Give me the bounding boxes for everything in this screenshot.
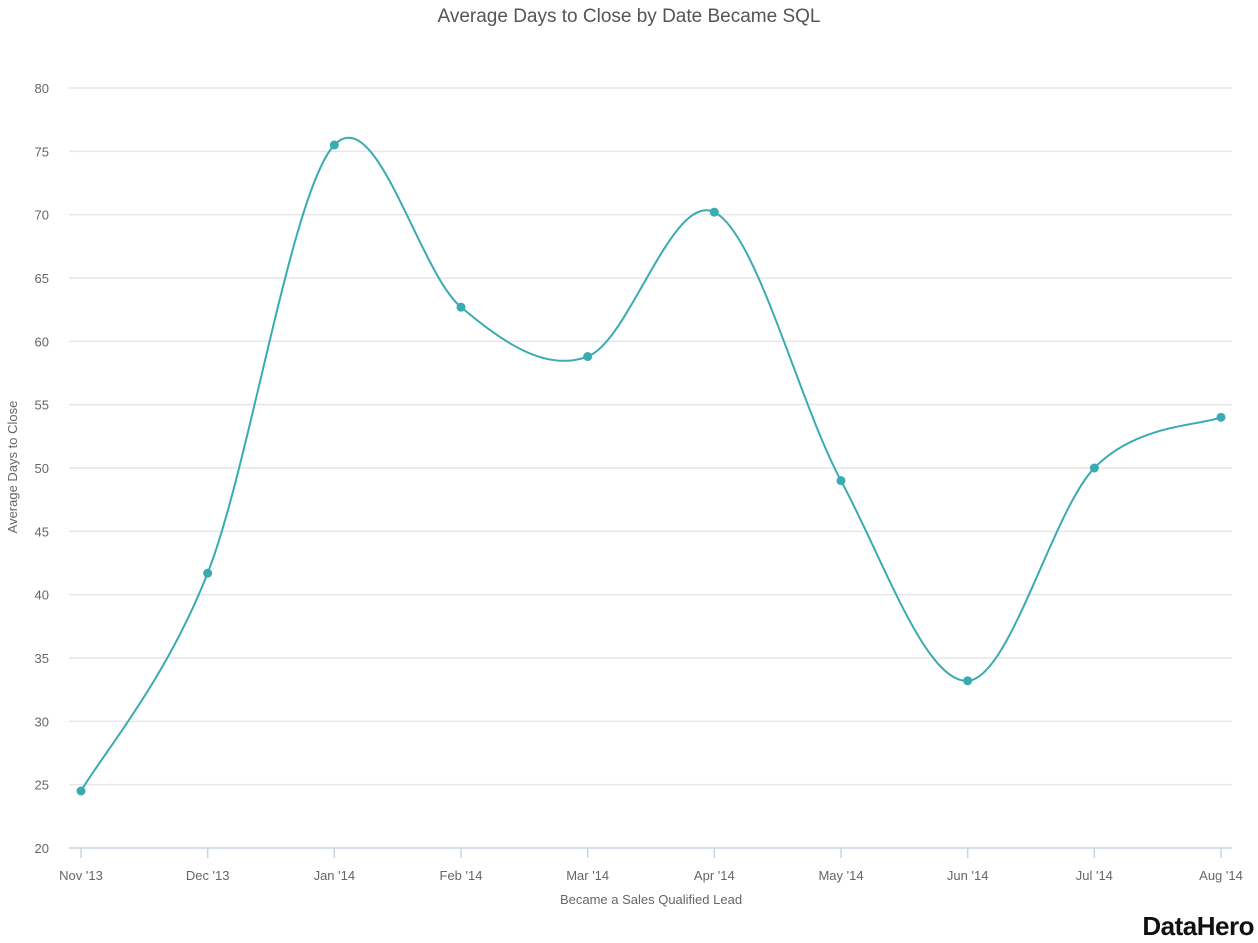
data-point[interactable]	[1216, 412, 1226, 422]
y-tick-label: 40	[35, 588, 49, 603]
data-point[interactable]	[76, 786, 86, 796]
y-tick-label: 20	[35, 841, 49, 856]
data-point[interactable]	[836, 476, 846, 486]
y-axis-title: Average Days to Close	[5, 401, 20, 534]
y-tick-label: 65	[35, 271, 49, 286]
y-tick-label: 30	[35, 714, 49, 729]
x-tick-label: Jun '14	[947, 868, 989, 883]
data-point[interactable]	[583, 352, 593, 362]
y-tick-label: 80	[35, 81, 49, 96]
x-tick-label: May '14	[818, 868, 863, 883]
x-tick-label: Jan '14	[314, 868, 356, 883]
x-axis-title: Became a Sales Qualified Lead	[560, 892, 742, 907]
y-tick-label: 50	[35, 461, 49, 476]
y-tick-label: 55	[35, 398, 49, 413]
y-tick-label: 70	[35, 208, 49, 223]
chart-title: Average Days to Close by Date Became SQL	[437, 6, 820, 27]
data-point[interactable]	[329, 140, 339, 150]
y-tick-label: 75	[35, 144, 49, 159]
x-tick-label: Nov '13	[59, 868, 103, 883]
x-tick-label: Jul '14	[1076, 868, 1113, 883]
x-axis-ticks: Nov '13 Dec '13 Jan '14 Feb '14 Mar '14 Apr '…	[59, 848, 1243, 883]
data-point[interactable]	[709, 207, 719, 217]
y-tick-label: 25	[35, 778, 49, 793]
x-tick-label: Mar '14	[566, 868, 609, 883]
y-tick-label: 45	[35, 524, 49, 539]
data-point[interactable]	[1089, 463, 1099, 473]
series-group	[76, 136, 1226, 796]
x-tick-label: Dec '13	[186, 868, 230, 883]
grid	[69, 87, 1232, 786]
y-tick-label: 60	[35, 334, 49, 349]
x-tick-label: Feb '14	[440, 868, 483, 883]
series-line	[80, 136, 1222, 792]
data-point[interactable]	[203, 568, 213, 578]
datahero-logo: DataHero	[1142, 911, 1254, 941]
x-tick-label: Aug '14	[1199, 868, 1243, 883]
x-tick-label: Apr '14	[694, 868, 735, 883]
data-point[interactable]	[963, 676, 973, 686]
data-point[interactable]	[456, 302, 466, 312]
y-axis-ticks: 20 25 30 35 40 45 50 55 60 65 70 75 80	[35, 81, 49, 856]
y-tick-label: 35	[35, 651, 49, 666]
